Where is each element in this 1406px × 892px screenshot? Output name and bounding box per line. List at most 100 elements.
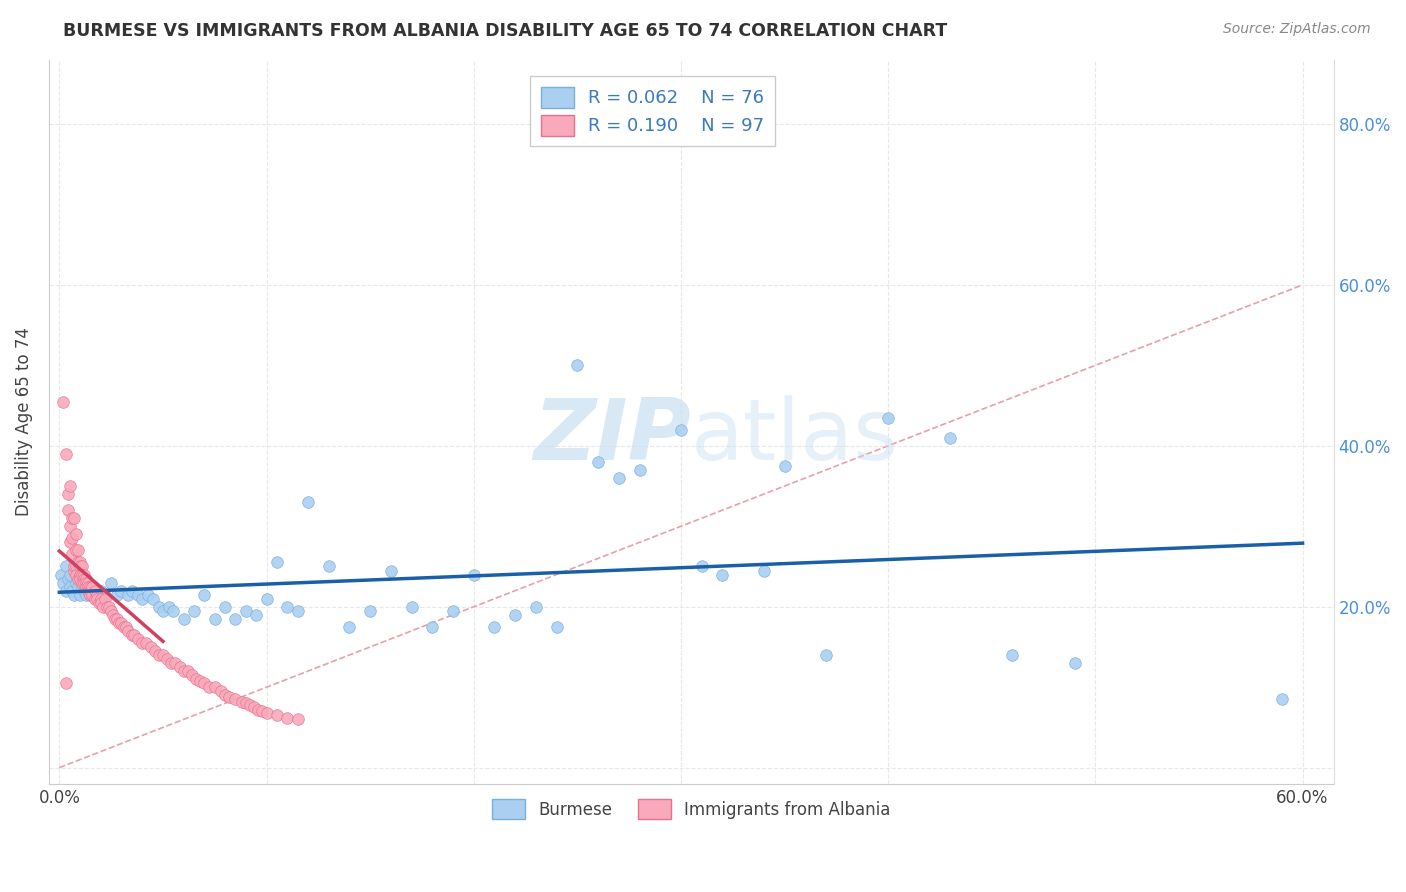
Point — [380, 564, 402, 578]
Point — [169, 660, 191, 674]
Point — [65, 567, 87, 582]
Point — [79, 588, 101, 602]
Point — [56, 503, 79, 517]
Point — [63, 588, 86, 602]
Point — [181, 668, 204, 682]
Point — [218, 690, 240, 704]
Point — [245, 607, 267, 622]
Point — [773, 458, 796, 473]
Point — [63, 559, 86, 574]
Point — [121, 628, 143, 642]
Point — [82, 580, 104, 594]
Point — [122, 628, 145, 642]
Point — [69, 572, 91, 586]
Point — [177, 664, 200, 678]
Point — [239, 698, 262, 712]
Point — [60, 532, 83, 546]
Point — [1001, 648, 1024, 662]
Point — [231, 695, 253, 709]
Point — [66, 572, 89, 586]
Point — [60, 583, 83, 598]
Point — [75, 572, 97, 586]
Point — [420, 620, 443, 634]
Point — [628, 463, 651, 477]
Point — [90, 591, 112, 606]
Point — [339, 620, 361, 634]
Point — [105, 588, 128, 602]
Point — [77, 580, 100, 594]
Point — [252, 704, 274, 718]
Point — [59, 580, 82, 594]
Point — [73, 572, 96, 586]
Point — [401, 599, 423, 614]
Point — [266, 708, 288, 723]
Point — [156, 652, 179, 666]
Point — [79, 580, 101, 594]
Point — [139, 640, 162, 654]
Y-axis label: Disability Age 65 to 74: Disability Age 65 to 74 — [15, 327, 32, 516]
Point — [98, 599, 121, 614]
Point — [711, 567, 734, 582]
Point — [1271, 692, 1294, 706]
Point — [567, 359, 589, 373]
Point — [90, 583, 112, 598]
Point — [148, 648, 170, 662]
Point — [63, 564, 86, 578]
Point — [83, 583, 105, 598]
Point — [607, 471, 630, 485]
Point — [52, 575, 75, 590]
Point — [209, 684, 232, 698]
Point — [441, 604, 464, 618]
Point — [52, 394, 75, 409]
Point — [235, 696, 257, 710]
Point — [276, 711, 298, 725]
Point — [65, 527, 87, 541]
Point — [214, 599, 236, 614]
Point — [73, 575, 96, 590]
Point — [55, 447, 77, 461]
Point — [235, 604, 257, 618]
Point — [60, 548, 83, 562]
Point — [59, 479, 82, 493]
Point — [224, 612, 246, 626]
Point — [193, 588, 215, 602]
Point — [127, 588, 149, 602]
Text: atlas: atlas — [692, 394, 900, 477]
Point — [69, 567, 91, 582]
Point — [162, 604, 184, 618]
Text: BURMESE VS IMMIGRANTS FROM ALBANIA DISABILITY AGE 65 TO 74 CORRELATION CHART: BURMESE VS IMMIGRANTS FROM ALBANIA DISAB… — [63, 22, 948, 40]
Point — [63, 511, 86, 525]
Point — [138, 588, 160, 602]
Point — [131, 636, 153, 650]
Point — [256, 706, 278, 720]
Point — [276, 599, 298, 614]
Point — [197, 680, 219, 694]
Point — [193, 676, 215, 690]
Point — [204, 680, 226, 694]
Text: ZIP: ZIP — [534, 394, 692, 477]
Point — [183, 604, 205, 618]
Point — [55, 559, 77, 574]
Point — [100, 604, 122, 618]
Point — [173, 664, 195, 678]
Point — [59, 519, 82, 533]
Point — [214, 688, 236, 702]
Point — [65, 575, 87, 590]
Point — [100, 575, 122, 590]
Point — [173, 612, 195, 626]
Point — [66, 556, 89, 570]
Point — [503, 607, 526, 622]
Point — [69, 572, 91, 586]
Point — [59, 535, 82, 549]
Point — [94, 591, 117, 606]
Point — [75, 575, 97, 590]
Point — [83, 583, 105, 598]
Point — [142, 591, 165, 606]
Point — [188, 673, 211, 688]
Point — [51, 567, 73, 582]
Point — [1063, 656, 1085, 670]
Point — [69, 556, 91, 570]
Point — [359, 604, 381, 618]
Point — [152, 648, 174, 662]
Point — [546, 620, 568, 634]
